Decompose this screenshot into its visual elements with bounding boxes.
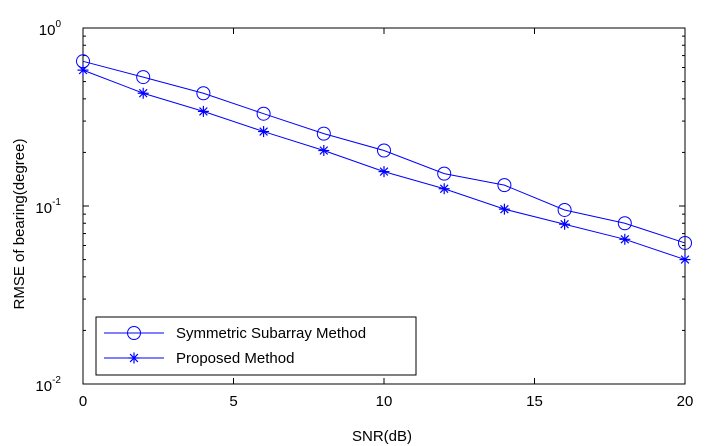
data-point: [256, 106, 271, 121]
data-point: [196, 86, 211, 101]
x-tick-label: 15: [526, 393, 543, 410]
x-tick-label: 5: [229, 393, 237, 410]
asterisk-stroke: [379, 167, 389, 176]
x-tick-label: 0: [79, 393, 87, 410]
y-tick-label: 10-1: [35, 197, 61, 217]
data-point: [197, 105, 209, 117]
asterisk-stroke: [680, 255, 690, 264]
asterisk-stroke: [500, 204, 509, 214]
legend-label: Proposed Method: [176, 350, 294, 367]
y-axis-label: RMSE of bearing(degree): [11, 139, 28, 310]
asterisk-stroke: [199, 107, 208, 116]
data-point: [378, 166, 390, 178]
data-point: [559, 218, 571, 230]
data-point: [619, 233, 631, 245]
asterisk-stroke: [560, 219, 569, 229]
data-point: [557, 202, 572, 217]
data-point: [617, 216, 632, 231]
series-line: [82, 60, 686, 244]
x-axis-label: SNR(dB): [352, 428, 412, 445]
asterisk-stroke: [439, 184, 449, 194]
x-tick-label: 20: [677, 393, 694, 410]
series-circle: [76, 54, 692, 250]
asterisk-stroke: [138, 88, 148, 98]
data-point: [318, 145, 330, 157]
series-asterisk: [77, 64, 691, 266]
data-point: [127, 326, 141, 340]
asterisk-stroke: [129, 353, 139, 363]
data-point: [77, 64, 89, 76]
legend-item: Proposed Method: [104, 350, 294, 367]
data-point: [498, 203, 510, 215]
data-point: [128, 352, 140, 364]
asterisk-stroke: [259, 127, 268, 136]
legend-label: Symmetric Subarray Method: [176, 325, 366, 342]
data-point: [136, 70, 151, 85]
asterisk-stroke: [620, 234, 630, 244]
data-point: [497, 178, 512, 193]
data-point: [377, 143, 391, 158]
data-point: [437, 166, 452, 181]
data-point: [438, 183, 450, 195]
y-tick-label: 100: [39, 19, 62, 39]
data-point: [679, 254, 691, 266]
legend-box: [95, 316, 417, 376]
data-point: [678, 235, 692, 250]
x-tick-label: 10: [376, 393, 393, 410]
asterisk-stroke: [319, 146, 329, 155]
legend-item: Symmetric Subarray Method: [104, 325, 366, 342]
data-point: [137, 87, 149, 99]
asterisk-stroke: [78, 65, 88, 75]
data-point: [258, 126, 270, 138]
data-point: [316, 126, 331, 141]
y-tick-label: 10-2: [35, 375, 61, 395]
